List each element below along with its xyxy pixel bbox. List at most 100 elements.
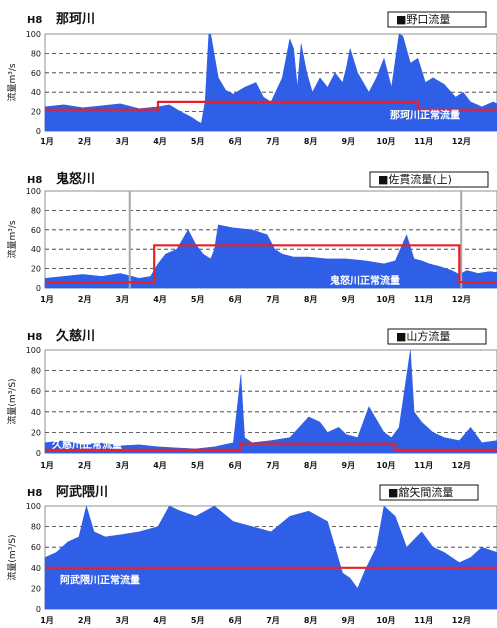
y-tick-label: 40 [31,88,41,97]
y-tick-label: 80 [31,49,41,58]
normal-flow-label: 阿武隈川正常流量 [60,573,140,586]
x-tick-label: 4月 [153,461,167,470]
x-tick-label: 9月 [342,295,356,304]
flow-area-series [44,224,497,289]
x-tick-label: 12月 [452,137,471,146]
x-tick-label: 8月 [304,295,318,304]
y-tick-label: 80 [31,523,41,532]
x-tick-label: 11月 [414,616,433,625]
x-tick-label: 9月 [342,137,356,146]
y-tick-label: 60 [31,226,41,235]
x-tick-label: 8月 [304,137,318,146]
chart-panel-4: H8 阿武隈川 ■舘矢間流量 0 20 40 60 80 100 流量(m³/S) 阿武隈川正常流量… [6,484,497,625]
chart-title: 久慈川 [56,328,95,344]
y-tick-label: 80 [31,367,41,376]
y-tick-label: 20 [31,428,41,437]
x-tick-label: 9月 [342,616,356,625]
chart-year: H8 [27,15,42,26]
x-tick-label: 2月 [78,616,92,625]
normal-flow-label: 鬼怒川正常流量 [330,274,400,287]
x-tick-label: 4月 [153,616,167,625]
y-tick-label: 0 [36,127,41,136]
normal-flow-line [45,244,497,284]
x-tick-label: 2月 [78,137,92,146]
x-tick-label: 3月 [116,461,130,470]
y-tick-label: 0 [36,449,41,458]
x-tick-label: 3月 [116,616,130,625]
x-tick-label: 12月 [452,616,471,625]
x-tick-label: 11月 [414,295,433,304]
y-axis-label: 流量m³/s [6,220,18,258]
normal-flow-label: 那珂川正常流量 [390,108,460,121]
normal-flow-line [45,100,497,111]
x-tick-label: 6月 [229,616,243,625]
y-tick-label: 0 [36,605,41,614]
x-tick-label: 3月 [116,137,130,146]
x-tick-label: 2月 [78,461,92,470]
x-tick-label: 3月 [116,295,130,304]
x-tick-label: 11月 [414,461,433,470]
legend-entry: ■佐貫流量(上) [378,172,452,186]
chart-title: 阿武隈川 [56,484,108,500]
x-tick-label: 1月 [40,616,54,625]
x-tick-label: 4月 [153,137,167,146]
flow-area-series [44,33,497,132]
x-tick-label: 1月 [40,295,54,304]
x-tick-label: 10月 [376,461,395,470]
x-tick-label: 7月 [266,616,280,625]
y-tick-label: 100 [26,502,41,511]
y-tick-label: 100 [26,30,41,39]
x-tick-label: 12月 [452,295,471,304]
x-tick-label: 7月 [266,461,280,470]
x-tick-label: 11月 [414,137,433,146]
y-axis-label: 流量(m³/S) [6,534,18,580]
legend-entry: ■舘矢間流量 [388,485,453,499]
chart-year: H8 [27,175,42,186]
y-tick-label: 80 [31,206,41,215]
chart-year: H8 [27,332,42,343]
normal-flow-label: 久慈川正常流量 [51,438,122,451]
legend-box [387,328,487,345]
x-tick-label: 1月 [40,137,54,146]
chart-panel-1: H8 那珂川 ■野口流量 0 20 40 60 80 100 流量m³/s 那珂川正常流量 1月 2月 3… [6,11,497,146]
x-tick-label: 8月 [304,616,318,625]
y-tick-label: 40 [31,564,41,573]
x-tick-label: 7月 [266,295,280,304]
y-tick-label: 60 [31,387,41,396]
y-tick-label: 20 [31,108,41,117]
legend-box [379,484,479,501]
y-tick-label: 40 [31,408,41,417]
x-tick-label: 7月 [266,137,280,146]
y-tick-label: 100 [26,187,41,196]
chart-panel-2: H8 鬼怒川 ■佐貫流量(上) 0 20 40 60 80 100 流量m³/s 鬼怒川正常流量 1月… [6,171,497,304]
x-tick-label: 4月 [153,295,167,304]
y-tick-label: 60 [31,69,41,78]
normal-flow-line [45,442,497,451]
x-tick-label: 6月 [229,137,243,146]
flow-area-series [44,349,497,454]
x-tick-label: 10月 [376,137,395,146]
legend-box [387,11,487,28]
x-tick-label: 9月 [342,461,356,470]
y-tick-label: 20 [31,265,41,274]
y-tick-label: 100 [26,346,41,355]
x-tick-label: 10月 [376,295,395,304]
x-tick-label: 12月 [452,461,471,470]
x-tick-label: 5月 [191,137,205,146]
x-tick-label: 8月 [304,461,318,470]
y-tick-label: 60 [31,543,41,552]
flow-area-series [44,505,497,610]
legend-entry: ■野口流量 [396,12,450,26]
x-tick-label: 5月 [191,295,205,304]
chart-title: 那珂川 [56,12,95,27]
y-tick-label: 0 [36,284,41,293]
x-tick-label: 10月 [376,616,395,625]
x-tick-label: 6月 [229,295,243,304]
chart-panel-3: H8 久慈川 ■山方流量 0 20 40 60 80 100 流量(m³/S) 久慈川正常流量 1月 2… [6,328,497,470]
y-axis-label: 流量m³/s [6,63,18,101]
x-tick-label: 5月 [191,461,205,470]
x-tick-label: 1月 [40,461,54,470]
legend-entry: ■山方流量 [396,329,450,343]
